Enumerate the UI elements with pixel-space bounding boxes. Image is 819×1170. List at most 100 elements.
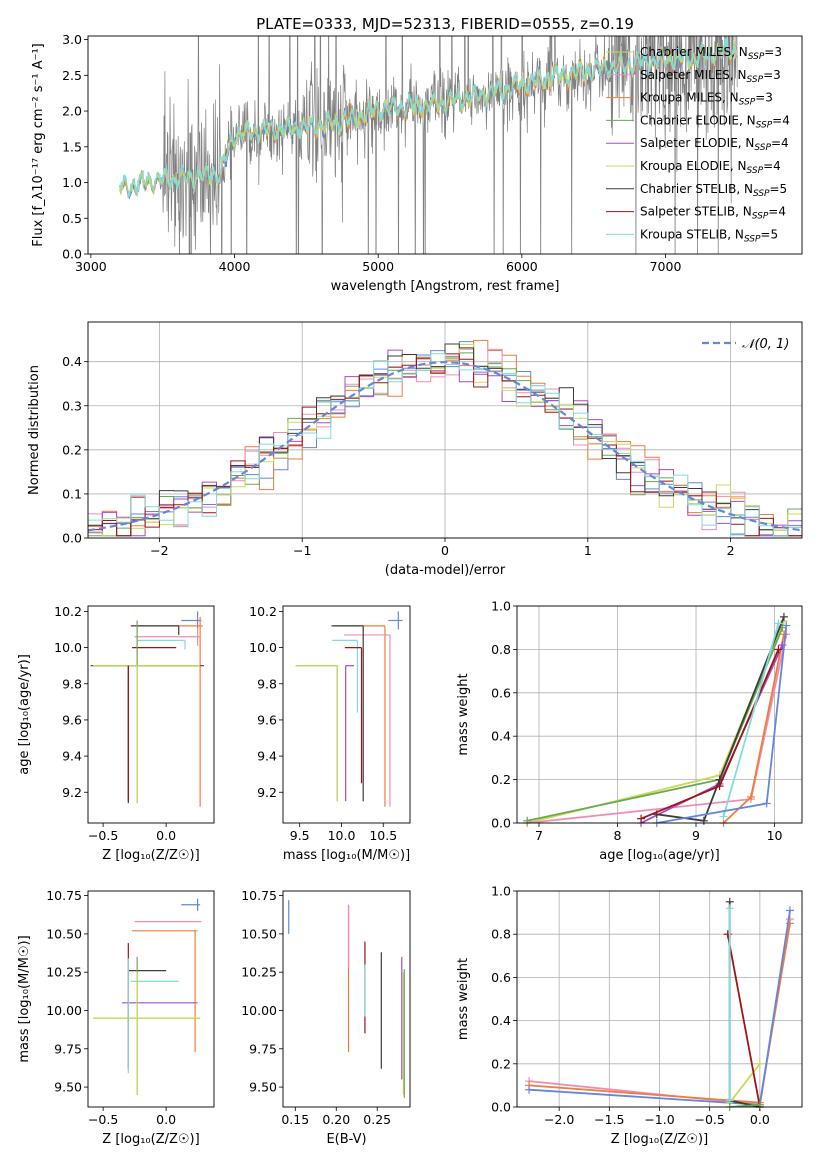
- series-line: [728, 1063, 761, 1104]
- y-axis-label: age [log₁₀(age/yr)]: [17, 654, 32, 775]
- y-tick-label: 1.0: [491, 599, 511, 614]
- x-axis-label: E(B-V): [326, 1132, 366, 1147]
- y-tick-label: 0.0: [62, 531, 82, 546]
- x-tick-label: 6000: [506, 259, 538, 274]
- y-tick-label: 0.4: [491, 1013, 511, 1028]
- plot-frame: [87, 890, 215, 1108]
- y-tick-label: 0.4: [491, 729, 511, 744]
- y-tick-label: 9.75: [54, 1041, 82, 1056]
- plot-frame: [87, 35, 803, 255]
- x-tick-label: 8: [614, 828, 622, 843]
- chart-age_vs_Z: −0.5 0.0 9.2 9.4 9.6 9.8 10.0 10.2 Z [log₁₀(Z/Z☉…: [17, 604, 215, 863]
- x-tick-label: 10: [767, 828, 783, 843]
- histogram-step-line: [88, 353, 802, 537]
- x-tick-label: 1: [584, 543, 592, 558]
- plot-frame: [516, 605, 803, 824]
- figure-title: PLATE=0333, MJD=52313, FIBERID=0555, z=0…: [256, 15, 634, 33]
- x-tick-label: 9.5: [290, 828, 310, 843]
- y-tick-label: 9.8: [257, 676, 277, 691]
- x-tick-label: −0.5: [694, 1112, 724, 1127]
- series-line: [728, 901, 761, 1107]
- y-tick-label: 0.2: [62, 442, 82, 457]
- legend-entry: Salpeter MILES, NSSP=3: [640, 68, 781, 85]
- x-tick-label: 0.15: [281, 1112, 309, 1127]
- y-tick-label: 10.0: [249, 640, 277, 655]
- x-axis-label: Z [log₁₀(Z/Z☉)]: [611, 1132, 708, 1147]
- x-tick-label: 2: [727, 543, 735, 558]
- plot-frame: [87, 321, 803, 539]
- y-tick-label: 0.4: [62, 354, 82, 369]
- x-tick-label: 0.25: [363, 1112, 391, 1127]
- x-axis-label: age [log₁₀(age/yr)]: [599, 848, 720, 863]
- y-tick-label: 0.8: [491, 927, 511, 942]
- x-tick-label: 4000: [219, 259, 251, 274]
- y-tick-label: 0.2: [491, 772, 511, 787]
- y-tick-label: 1.0: [491, 884, 511, 899]
- x-axis-label: Z [log₁₀(Z/Z☉)]: [102, 1132, 199, 1147]
- y-tick-label: 3.0: [62, 32, 82, 47]
- y-tick-label: 10.75: [46, 888, 82, 903]
- x-tick-label: 0.0: [156, 1112, 176, 1127]
- x-tick-label: 9: [692, 828, 700, 843]
- y-axis-label: mass weight: [456, 958, 471, 1040]
- x-tick-label: 0.0: [750, 1112, 770, 1127]
- chart-mass_vs_EBV: 0.15 0.20 0.25 9.50 9.75 10.00 10.25 10.50 10.75…: [241, 888, 411, 1147]
- y-tick-label: 0.3: [62, 398, 82, 413]
- y-tick-label: 10.00: [46, 1003, 82, 1018]
- y-tick-label: 10.00: [241, 1003, 277, 1018]
- y-tick-label: 2.5: [62, 68, 82, 83]
- x-tick-label: −2: [150, 543, 168, 558]
- x-tick-label: −2.0: [544, 1112, 574, 1127]
- chart-spectrum: 3000 4000 5000 6000 7000 0.0 0.5 1.0 1.5 2.0 2.5 3.…: [31, 32, 803, 294]
- gaussian-curve: [87, 360, 803, 532]
- series-line: [527, 634, 788, 823]
- chart-massweight_vs_Z: −2.0 −1.5 −1.0 −0.5 0.0 0.0 0.2 0.4 0.6 0.8 1.0 Z […: [456, 884, 803, 1147]
- x-tick-label: 7: [535, 828, 543, 843]
- y-tick-label: 0.6: [491, 685, 511, 700]
- y-tick-label: 9.6: [62, 712, 82, 727]
- x-tick-label: 10.0: [328, 828, 356, 843]
- y-tick-label: 0.5: [62, 211, 82, 226]
- y-tick-label: 10.50: [241, 926, 277, 941]
- legend-entry: Chabrier MILES, NSSP=3: [640, 45, 782, 62]
- legend-entry: Chabrier ELODIE, NSSP=4: [640, 113, 790, 130]
- y-tick-label: 9.6: [257, 712, 277, 727]
- spectrum-data-line: [119, 36, 738, 254]
- y-tick-label: 1.0: [62, 175, 82, 190]
- y-tick-label: 10.25: [46, 965, 82, 980]
- legend-entry: Salpeter STELIB, NSSP=4: [640, 205, 786, 222]
- y-tick-label: 0.0: [491, 1100, 511, 1115]
- legend-entry: Chabrier STELIB, NSSP=5: [640, 182, 787, 199]
- series-line: [640, 644, 784, 823]
- y-tick-label: 10.2: [249, 604, 277, 619]
- chart-mass_vs_Z: −0.5 0.0 9.50 9.75 10.00 10.25 10.50 10.75 Z [lo…: [17, 888, 215, 1147]
- plot-frame: [282, 890, 411, 1108]
- x-axis-label: Z [log₁₀(Z/Z☉)]: [102, 848, 199, 863]
- legend-entry: 𝒩(0, 1): [742, 337, 789, 352]
- y-tick-label: 2.0: [62, 104, 82, 119]
- x-tick-label: 0.0: [156, 828, 176, 843]
- y-tick-label: 0.6: [491, 970, 511, 985]
- legend-entry: Kroupa STELIB, NSSP=5: [640, 227, 778, 244]
- y-tick-label: 9.2: [257, 785, 277, 800]
- x-tick-label: −0.5: [88, 828, 118, 843]
- x-tick-label: 0.20: [322, 1112, 350, 1127]
- x-tick-label: −1.0: [644, 1112, 674, 1127]
- model-spectrum-line: [119, 36, 738, 198]
- y-tick-label: 9.2: [62, 785, 82, 800]
- chart-residuals: −2 −1 0 1 2 0.0 0.1 0.2 0.3 0.4 (data-model)/error…: [27, 321, 803, 578]
- plot-frame: [282, 605, 411, 824]
- y-axis-label: Flux [f_λ10⁻¹⁷ erg cm⁻² s⁻¹ A⁻¹]: [31, 43, 46, 247]
- series-line: [656, 616, 785, 822]
- x-axis-label: mass [log₁₀(M/M☉)]: [283, 848, 410, 863]
- y-tick-label: 10.0: [54, 640, 82, 655]
- y-tick-label: 0.0: [491, 816, 511, 831]
- x-axis-label: (data-model)/error: [385, 563, 506, 578]
- y-tick-label: 10.2: [54, 604, 82, 619]
- x-tick-label: −1: [293, 543, 311, 558]
- chart-age_vs_mass: 9.5 10.0 10.5 9.2 9.4 9.6 9.8 10.0 10.2 mass [log…: [249, 604, 411, 863]
- y-axis-label: Normed distribution: [27, 365, 42, 495]
- y-tick-label: 10.50: [46, 926, 82, 941]
- y-tick-label: 10.75: [241, 888, 277, 903]
